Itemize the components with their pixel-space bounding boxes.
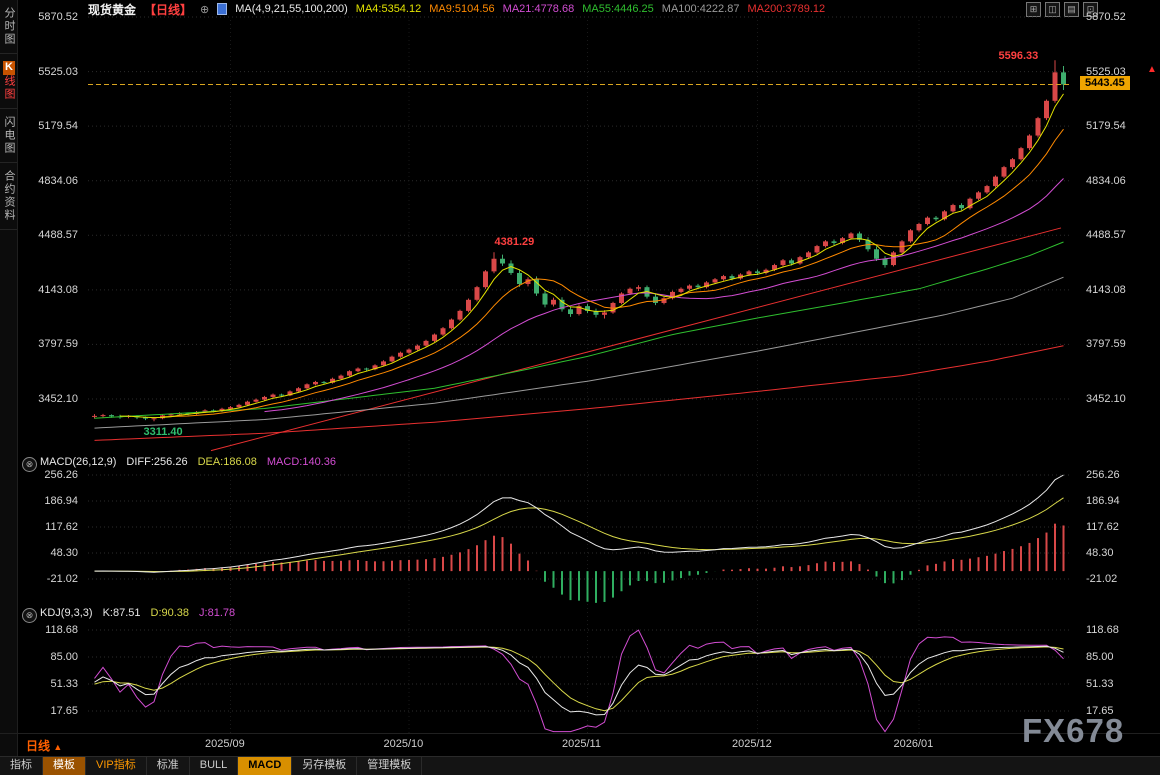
- sidebar: 分时图 K线图 闪电图 合约资料: [0, 0, 18, 756]
- ma-group-label: MA(4,9,21,55,100,200): [235, 3, 348, 15]
- macd-axis-left-label: -21.02: [46, 573, 78, 585]
- x-axis-label: 2025/10: [383, 738, 424, 750]
- ma-legend-item: MA4:5354.12: [355, 3, 422, 15]
- macd-header: MACD(26,12,9) DIFF:256.26 DEA:186.08 MAC…: [40, 456, 336, 468]
- ma-legend-item: MA9:5104.56: [429, 3, 495, 15]
- macd-title: MACD(26,12,9): [40, 456, 117, 468]
- main-axis-right-label: 4488.57: [1086, 229, 1126, 242]
- kdj-axis-right-label: 85.00: [1086, 651, 1114, 663]
- compare-icon[interactable]: ▤: [1064, 2, 1079, 17]
- tab-vip-indicator[interactable]: VIP指标: [86, 757, 147, 775]
- ma-settings-icon[interactable]: [217, 3, 228, 15]
- main-axis-right-label: 3797.59: [1086, 338, 1126, 351]
- sidebar-item-flash-chart[interactable]: 闪电图: [0, 109, 17, 163]
- tab-macd[interactable]: MACD: [238, 757, 293, 775]
- fullscreen-icon[interactable]: ⊡: [1083, 2, 1098, 17]
- x-axis-label: 2025/09: [205, 738, 245, 750]
- annotation-high-5596: 5596.33: [998, 50, 1039, 63]
- x-axis-label: 2025/12: [732, 738, 772, 750]
- macd-axis-left-label: 48.30: [50, 547, 78, 559]
- watermark: FX678: [1022, 712, 1125, 749]
- main-axis-left-label: 5870.52: [38, 11, 78, 23]
- sidebar-item-contract-info[interactable]: 合约资料: [0, 163, 17, 230]
- symbol-title: 现货黄金: [88, 2, 137, 17]
- kdj-axis-left-label: 118.68: [45, 624, 78, 636]
- annotation-low-3311: 3311.40: [143, 426, 183, 439]
- tab-indicator[interactable]: 指标: [0, 757, 43, 775]
- chart-toolbar: ⊞ ◫ ▤ ⊡: [1026, 2, 1098, 17]
- period-arrow-icon: ▲: [53, 742, 63, 752]
- tab-template[interactable]: 模板: [43, 757, 86, 775]
- kdj-axis-left-label: 51.33: [50, 678, 78, 690]
- x-axis-label: 2026/01: [893, 738, 934, 750]
- main-axis-right-label: 3452.10: [1086, 392, 1126, 405]
- main-axis-left-label: 3797.59: [38, 338, 78, 351]
- period-selector[interactable]: 日线 ▲: [26, 737, 62, 754]
- tab-save-template[interactable]: 另存模板: [292, 757, 358, 775]
- price-up-arrow-icon[interactable]: ▲: [1147, 64, 1157, 75]
- kdj-axis-right-label: 118.68: [1086, 624, 1119, 636]
- macd-macd-value: MACD:140.36: [266, 456, 336, 468]
- tab-standard[interactable]: 标准: [147, 757, 190, 775]
- macd-diff-value: DIFF:256.26: [126, 456, 188, 468]
- macd-axis-left-label: 117.62: [45, 521, 78, 533]
- main-axis-left-label: 4488.57: [38, 229, 78, 242]
- kdj-axis-left-label: 17.65: [50, 705, 78, 717]
- main-axis-right-label: 4143.08: [1086, 283, 1126, 296]
- kdj-d-value: D:90.38: [150, 607, 190, 619]
- ma-legend-item: MA100:4222.87: [661, 3, 740, 15]
- main-axis-right-label: 5179.54: [1086, 120, 1126, 133]
- ma-legend: MA4:5354.12 MA9:5104.56 MA21:4778.68 MA55:4…: [356, 3, 825, 15]
- macd-axis-right-label: 186.94: [1086, 495, 1120, 507]
- kdj-collapse-button[interactable]: ⊗: [22, 608, 37, 623]
- kdj-axis-left-label: 85.00: [50, 651, 78, 663]
- sidebar-item-kline-chart[interactable]: K线图: [0, 54, 17, 109]
- header-bar: 现货黄金 【日线】 ⊕ MA(4,9,21,55,100,200) MA4:53…: [88, 0, 825, 18]
- macd-axis-right-label: 256.26: [1086, 469, 1120, 481]
- macd-axis-left-label: 186.94: [44, 495, 78, 507]
- period-selector-label: 日线: [26, 739, 51, 753]
- bottom-tab-bar: 指标 模板 VIP指标 标准 BULL MACD 另存模板 管理模板: [0, 756, 1160, 775]
- add-indicator-icon[interactable]: ⊕: [200, 3, 210, 16]
- macd-axis-right-label: 117.62: [1086, 521, 1119, 533]
- macd-axis-right-label: -21.02: [1086, 573, 1118, 585]
- macd-axis-right-label: 48.30: [1086, 547, 1114, 559]
- ma-legend-item: MA21:4778.68: [502, 3, 575, 15]
- main-axis-right-label: 5525.03: [1086, 65, 1126, 78]
- macd-collapse-button[interactable]: ⊗: [22, 457, 37, 472]
- main-axis-right-label: 4834.06: [1086, 174, 1126, 187]
- main-axis-left-label: 5179.54: [38, 120, 78, 133]
- period-label: 【日线】: [144, 2, 193, 17]
- kdj-header: KDJ(9,3,3) K:87.51 D:90.38 J:81.78: [40, 607, 235, 619]
- chart-plot-area[interactable]: [88, 20, 1072, 734]
- kdj-k-value: K:87.51: [102, 607, 141, 619]
- sidebar-item-time-chart[interactable]: 分时图: [0, 0, 17, 54]
- kdj-title: KDJ(9,3,3): [40, 607, 93, 619]
- ma-legend-item: MA55:4446.25: [582, 3, 654, 15]
- main-axis-right-label: 5870.52: [1086, 11, 1126, 23]
- main-axis-left-label: 4143.08: [38, 283, 78, 296]
- tab-manage-template[interactable]: 管理模板: [357, 757, 423, 775]
- main-axis-left-label: 4834.06: [38, 174, 78, 187]
- annotation-peak-4381: 4381.29: [494, 236, 535, 249]
- kdj-axis-right-label: 17.65: [1086, 705, 1114, 717]
- tab-bull[interactable]: BULL: [190, 757, 239, 775]
- kdj-j-value: J:81.78: [199, 607, 236, 619]
- last-price-badge: 5443.45: [1080, 76, 1130, 90]
- ma-legend-item: MA200:3789.12: [747, 3, 826, 15]
- main-axis-left-label: 5525.03: [38, 65, 78, 78]
- grid-split-icon[interactable]: ⊞: [1026, 2, 1041, 17]
- main-axis-left-label: 3452.10: [38, 392, 78, 405]
- kdj-axis-right-label: 51.33: [1086, 678, 1114, 690]
- kline-k-badge: K: [3, 61, 15, 75]
- macd-axis-left-label: 256.26: [44, 469, 78, 481]
- macd-dea-value: DEA:186.08: [197, 456, 257, 468]
- x-axis-label: 2025/11: [562, 738, 601, 750]
- multi-window-icon[interactable]: ◫: [1045, 2, 1060, 17]
